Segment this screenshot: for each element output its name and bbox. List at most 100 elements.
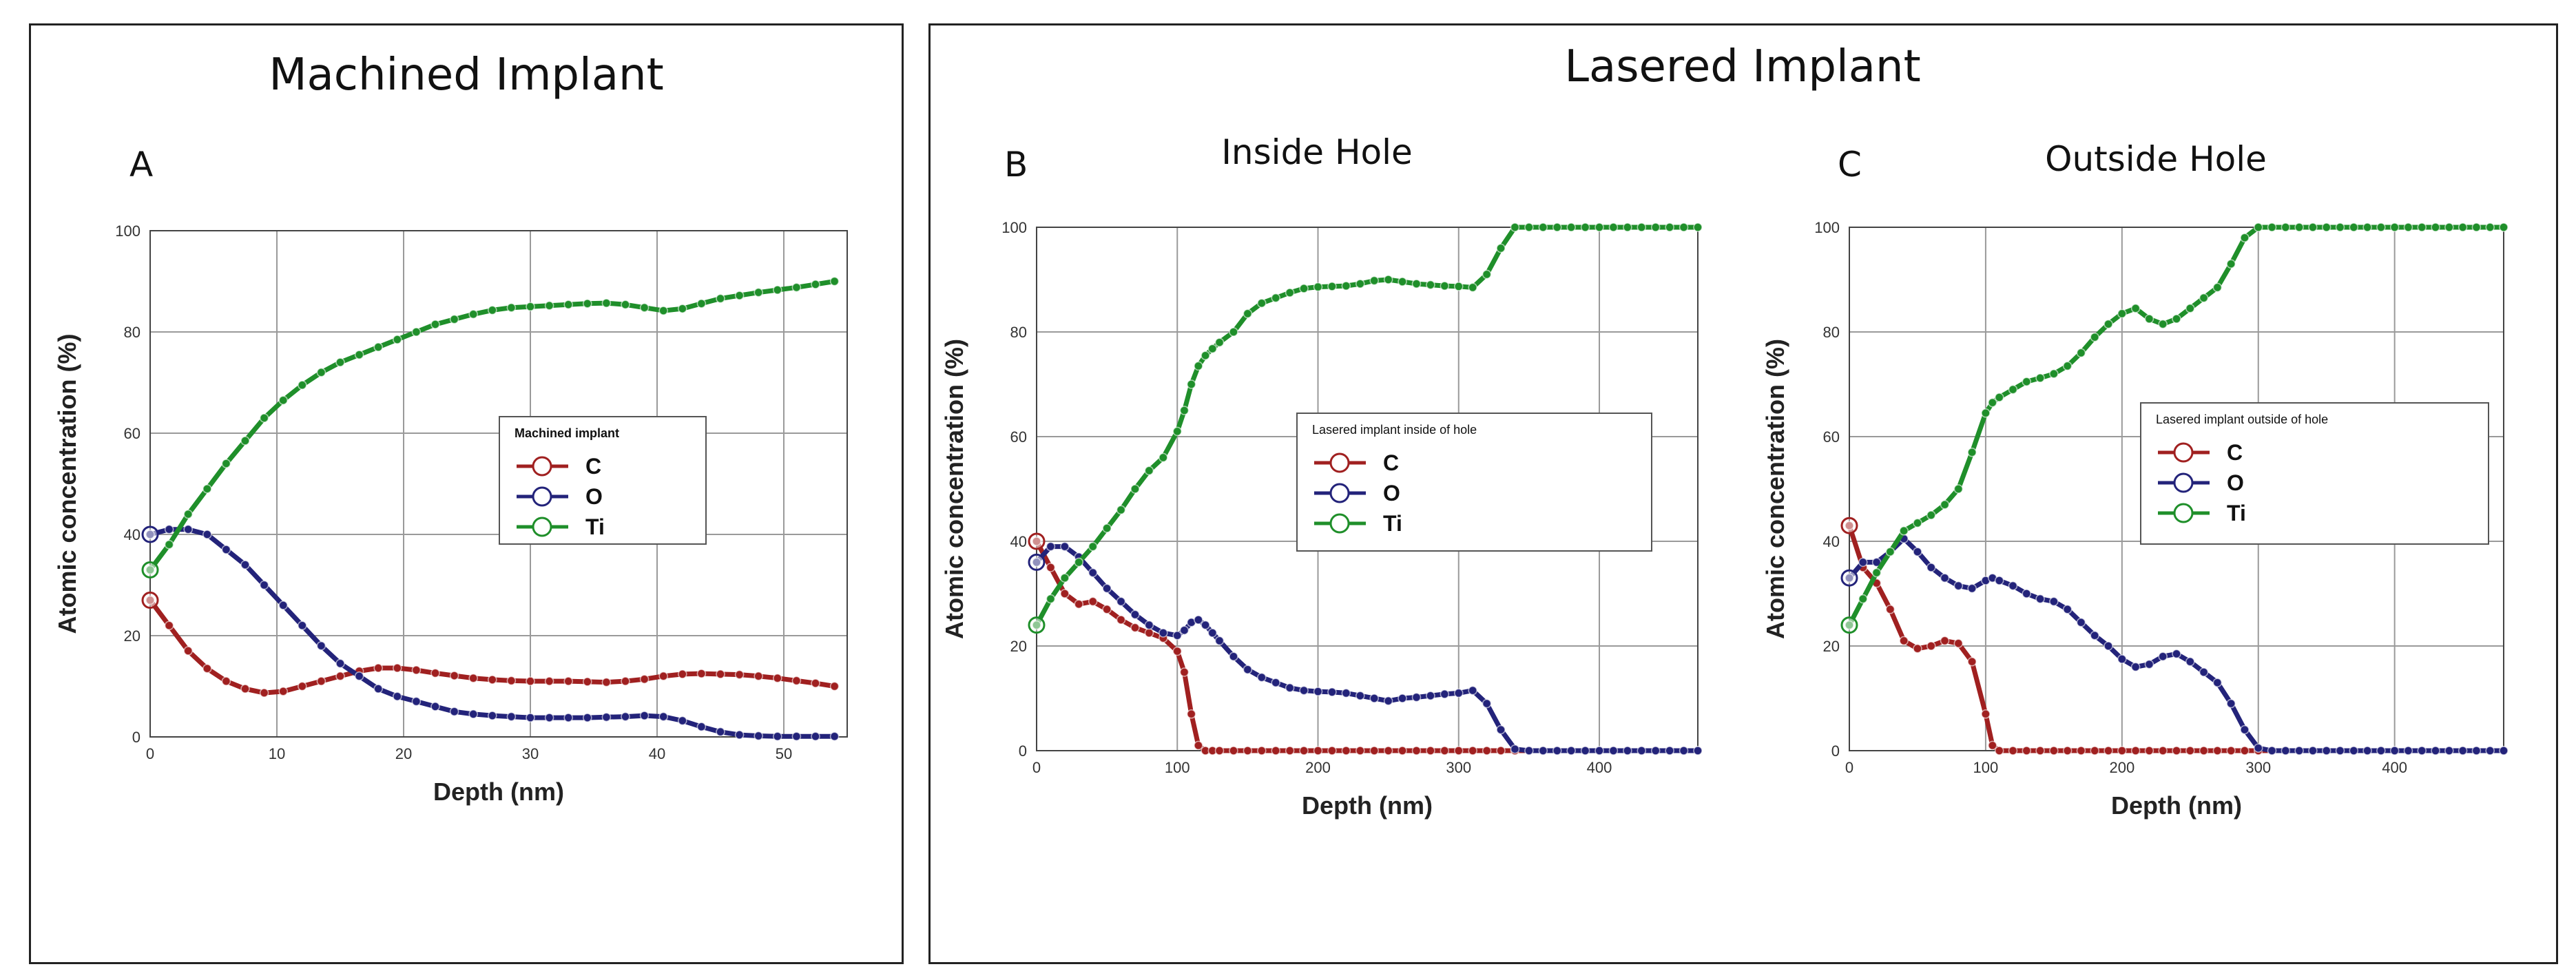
data-point-o: [716, 727, 725, 737]
data-point-o: [1130, 609, 1140, 620]
data-point-o: [1994, 576, 2004, 585]
panel-b-title: Inside Hole: [1221, 132, 1413, 172]
data-point-o: [1116, 596, 1126, 607]
data-point-ti: [2458, 222, 2468, 232]
data-point-c: [1454, 746, 1464, 755]
data-point-ti: [2431, 222, 2440, 232]
data-point-o: [601, 712, 612, 722]
data-point-o: [1967, 583, 1977, 594]
data-point-ti: [2308, 222, 2318, 232]
machined-implant-title: Machined Implant: [269, 50, 664, 101]
data-point-c: [734, 669, 745, 680]
data-point-ti: [829, 276, 840, 286]
x-tick-label: 0: [146, 745, 154, 762]
data-point-ti: [1383, 275, 1393, 284]
legend-entry-ti: Ti: [2227, 501, 2246, 525]
data-point-o: [1159, 628, 1168, 638]
data-point-ti: [2267, 222, 2277, 232]
lasered-implant-title: Lasered Implant: [1564, 41, 1921, 92]
data-point-o: [411, 696, 422, 707]
x-tick-label: 10: [269, 745, 285, 762]
data-point-ti: [506, 302, 517, 313]
data-point-c: [773, 673, 782, 683]
data-point-ti: [1088, 541, 1098, 552]
data-point-o: [1229, 651, 1238, 661]
data-point-c: [678, 669, 687, 679]
y-tick-label: 60: [124, 425, 141, 442]
y-tick-label: 20: [124, 627, 141, 645]
data-point-ti: [1116, 505, 1126, 515]
data-point-o: [1355, 691, 1365, 700]
data-point-c: [583, 677, 592, 687]
data-point-c: [1327, 746, 1337, 755]
legend-entry-o: O: [2227, 470, 2244, 495]
legend-box: [1296, 413, 1652, 552]
data-point-o: [1411, 692, 1422, 702]
data-point-o: [430, 702, 440, 711]
data-point-o: [298, 621, 307, 631]
legend-entry-c: C: [1383, 450, 1399, 475]
data-point-ti: [1327, 282, 1337, 291]
x-tick-label: 30: [522, 745, 539, 762]
legend-entry-c: C: [2227, 440, 2243, 465]
data-point-ti: [2376, 222, 2386, 232]
data-point-o: [2403, 746, 2413, 755]
data-point-o: [2172, 649, 2181, 659]
data-point-c: [1913, 644, 1922, 654]
data-point-c: [1186, 709, 1196, 719]
data-point-o: [449, 707, 459, 716]
data-point-c: [1257, 746, 1267, 755]
data-point-o: [1194, 615, 1203, 625]
data-point-ti: [1159, 452, 1168, 463]
data-point-o: [2485, 746, 2495, 755]
data-point-ti: [2444, 222, 2454, 232]
data-point-o: [1566, 746, 1576, 755]
data-point-ti: [754, 287, 763, 298]
data-point-o: [2376, 746, 2386, 755]
data-point-o: [1313, 687, 1323, 696]
data-point-o: [2389, 746, 2400, 755]
series-start-marker-ti: [141, 561, 159, 578]
x-tick-label: 200: [2109, 759, 2134, 776]
data-point-c: [1313, 746, 1323, 755]
data-point-o: [1580, 746, 1590, 755]
data-point-c: [506, 676, 517, 686]
data-point-c: [1369, 746, 1379, 755]
data-point-c: [1299, 746, 1309, 755]
data-point-ti: [1411, 279, 1422, 289]
data-point-c: [544, 676, 554, 686]
data-point-o: [1440, 689, 1450, 699]
data-point-o: [2499, 746, 2509, 755]
data-point-ti: [1994, 393, 2004, 402]
data-point-c: [240, 684, 250, 694]
data-point-c: [373, 663, 383, 673]
data-point-c: [2022, 746, 2032, 755]
data-point-o: [1595, 746, 1604, 755]
series-start-marker-o: [1028, 553, 1046, 571]
data-point-ti: [2158, 319, 2168, 329]
data-point-ti: [1194, 361, 1203, 371]
data-point-o: [791, 731, 802, 742]
data-point-c: [430, 668, 440, 678]
data-point-o: [658, 711, 668, 722]
chart-panel-a: 0 10 20 30 40 50 0 20 40 60 80 100 Depth (nm) Atomic …: [53, 222, 848, 806]
data-point-c: [1102, 605, 1112, 614]
data-point-o: [1454, 688, 1464, 698]
data-point-c: [2117, 746, 2127, 755]
data-point-ti: [1257, 298, 1267, 308]
legend: Machined implant CO Ti: [499, 416, 707, 545]
x-tick-label: 0: [1845, 759, 1853, 776]
panel-c-letter: C: [1838, 145, 1862, 185]
data-point-ti: [1650, 222, 1661, 232]
data-point-o: [2458, 746, 2468, 755]
data-point-ti: [1580, 222, 1590, 232]
series-start-marker-c: [1840, 517, 1858, 534]
data-point-ti: [240, 436, 250, 446]
data-point-o: [1496, 724, 1506, 735]
data-point-o: [2158, 651, 2168, 661]
data-point-c: [316, 676, 326, 686]
data-point-ti: [658, 306, 668, 315]
data-point-c: [1994, 746, 2004, 755]
data-point-ti: [544, 301, 554, 311]
data-point-c: [791, 676, 802, 686]
